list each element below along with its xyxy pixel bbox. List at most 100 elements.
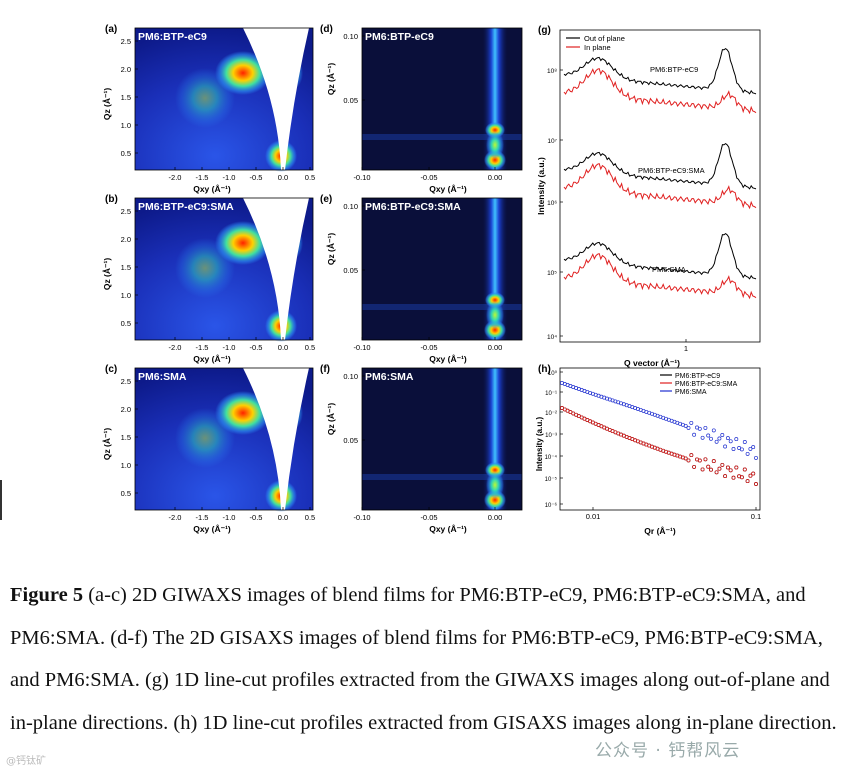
data-point xyxy=(683,456,688,461)
y-tick-label: 1.0 xyxy=(121,291,131,300)
x-tick-label: -0.10 xyxy=(353,343,370,352)
giwaxs-frame xyxy=(134,197,314,341)
data-point xyxy=(748,446,753,451)
data-point xyxy=(689,420,694,425)
data-point xyxy=(692,464,697,469)
y-axis-label: Qz (Å⁻¹) xyxy=(326,233,336,266)
x-tick-label: -2.0 xyxy=(169,513,182,522)
data-point xyxy=(709,467,713,472)
gisaxs-panel-letter: (d) xyxy=(320,24,333,35)
data-point xyxy=(734,437,739,442)
x-tick-label: -0.5 xyxy=(250,173,263,182)
data-point xyxy=(706,464,711,469)
y-tick-label: 0.10 xyxy=(343,32,358,41)
x-tick-label: 0.5 xyxy=(305,343,315,352)
curve-in-plane xyxy=(563,67,757,115)
data-point xyxy=(745,479,750,484)
data-point xyxy=(751,471,756,476)
y-tick-label: 2.0 xyxy=(121,405,131,414)
x-tick-label: 0.0 xyxy=(278,343,288,352)
data-point xyxy=(754,482,758,486)
gisaxs-frame xyxy=(361,197,523,341)
data-point xyxy=(697,458,702,463)
gisaxs-yoneda-band xyxy=(362,304,522,310)
data-point xyxy=(720,433,725,437)
legend-label: PM6:BTP-eC9:SMA xyxy=(675,381,738,388)
gisaxs-frame xyxy=(361,367,523,511)
data-point xyxy=(711,428,716,433)
x-tick-label: -1.5 xyxy=(196,173,209,182)
x-tick-label: -0.05 xyxy=(420,343,437,352)
x-tick-label: -0.5 xyxy=(250,343,263,352)
y-tick-label: 10⁰ xyxy=(548,370,558,377)
y-axis-label: Intensity (a.u.) xyxy=(535,417,544,472)
y-tick-label: 0.5 xyxy=(121,319,131,328)
y-tick-label: 2.0 xyxy=(121,235,131,244)
gisaxs-frame xyxy=(361,27,523,171)
sample-label: PM6:BTP-eC9:SMA xyxy=(638,166,705,175)
x-tick-label: 0.1 xyxy=(751,512,761,521)
data-point xyxy=(714,439,719,444)
data-point xyxy=(717,436,722,441)
data-point xyxy=(711,459,716,464)
x-tick-label: 0.0 xyxy=(278,513,288,522)
curve-out-of-plane xyxy=(563,232,757,280)
legend-label: PM6:SMA xyxy=(675,389,707,396)
data-point xyxy=(723,474,728,479)
page-edge-mark xyxy=(0,480,2,520)
data-point xyxy=(745,451,750,456)
gisaxs-panel-e: PM6:BTP-eC9:SMA (e) 0.05 0.10 -0.10 -0.05 0.00… xyxy=(320,194,523,364)
data-point xyxy=(686,425,691,430)
sample-label: PM6:SMA xyxy=(652,265,686,274)
caption-figure-number: Figure 5 xyxy=(10,584,84,606)
giwaxs-panel-title: PM6:SMA xyxy=(138,371,187,383)
data-point xyxy=(692,432,697,437)
x-tick-label: -1.0 xyxy=(223,513,236,522)
data-point xyxy=(754,455,758,460)
caption-text: (a-c) 2D GIWAXS images of blend films fo… xyxy=(10,584,837,734)
y-tick-label: 1.5 xyxy=(121,93,131,102)
x-tick-label: 0.01 xyxy=(586,512,601,521)
gisaxs-yoneda-band xyxy=(362,134,522,140)
x-tick-label: -1.5 xyxy=(196,513,209,522)
giwaxs-halo xyxy=(175,408,235,468)
y-axis-label: Qz (Å⁻¹) xyxy=(102,258,112,291)
data-point xyxy=(742,467,747,472)
x-tick-label: 0.00 xyxy=(488,343,503,352)
data-point xyxy=(731,447,736,451)
y-tick-label: 10⁻¹ xyxy=(545,391,557,397)
gisaxs-panel-d: PM6:BTP-eC9 (d) 0.05 0.10 -0.10 -0.05 0.00 Qxy … xyxy=(320,24,523,194)
x-tick-label: 0.00 xyxy=(488,173,503,182)
y-tick-label: 0.10 xyxy=(343,202,358,211)
y-axis-label: Qz (Å⁻¹) xyxy=(102,428,112,461)
data-point xyxy=(717,466,722,471)
data-point xyxy=(751,445,756,450)
x-tick-label: 0.5 xyxy=(305,513,315,522)
gisaxs-peak xyxy=(486,131,504,159)
data-point xyxy=(734,465,739,470)
giwaxs-missing-wedge xyxy=(243,368,309,510)
y-tick-label: 1.5 xyxy=(121,263,131,272)
watermark-left: @钙钛矿 xyxy=(6,756,46,767)
x-tick-label: 0.0 xyxy=(278,173,288,182)
y-tick-label: 10⁻⁵ xyxy=(545,476,558,483)
y-tick-label: 1.0 xyxy=(121,121,131,130)
data-point xyxy=(683,423,688,428)
data-point xyxy=(742,440,747,444)
data-point xyxy=(720,462,725,467)
x-axis-label: Q vector (Å⁻¹) xyxy=(624,358,680,368)
data-point xyxy=(703,425,708,430)
x-tick-label: -2.0 xyxy=(169,343,182,352)
gisaxs-panel-title: PM6:SMA xyxy=(365,371,414,383)
y-tick-label: 10⁵ xyxy=(547,270,557,277)
data-point xyxy=(689,453,694,458)
gisaxs-panel-letter: (e) xyxy=(320,194,332,205)
y-tick-label: 0.05 xyxy=(343,436,358,445)
x-tick-label: 0.5 xyxy=(305,173,315,182)
gisaxs-panel-letter: (f) xyxy=(320,364,330,375)
data-point xyxy=(739,475,744,480)
y-axis-label: Qz (Å⁻¹) xyxy=(102,88,112,121)
y-tick-label: 10⁻⁴ xyxy=(545,454,558,461)
giwaxs-panel-title: PM6:BTP-eC9 xyxy=(138,31,207,43)
data-point xyxy=(731,475,736,480)
